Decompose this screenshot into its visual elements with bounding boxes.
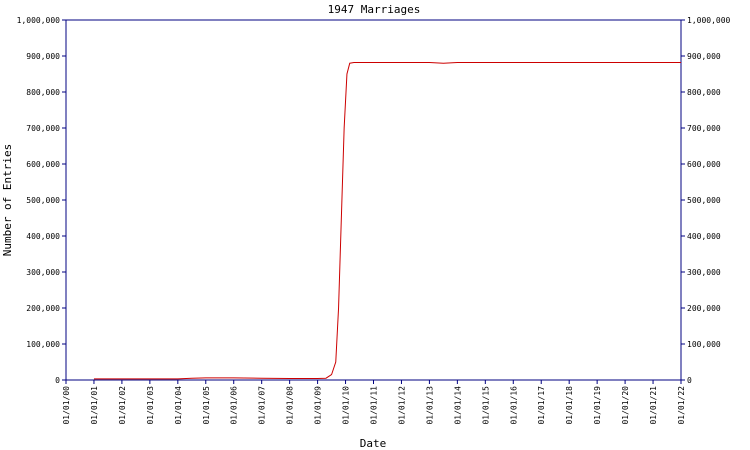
y2-tick-label: 700,000 xyxy=(687,124,721,133)
x-tick-label: 01/01/21 xyxy=(649,386,658,425)
y-tick-label: 1,000,000 xyxy=(17,16,61,25)
y-tick-label: 400,000 xyxy=(26,232,60,241)
x-tick-label: 01/01/16 xyxy=(509,386,518,425)
x-tick-label: 01/01/06 xyxy=(230,386,239,425)
y-tick-label: 700,000 xyxy=(26,124,60,133)
x-tick-label: 01/01/19 xyxy=(593,386,602,425)
y2-tick-label: 0 xyxy=(687,376,692,385)
y-tick-label: 600,000 xyxy=(26,160,60,169)
x-tick-label: 01/01/12 xyxy=(397,386,406,425)
x-tick-label: 01/01/02 xyxy=(118,386,127,425)
y2-tick-label: 600,000 xyxy=(687,160,721,169)
x-tick-label: 01/01/08 xyxy=(286,386,295,425)
y2-tick-label: 200,000 xyxy=(687,304,721,313)
x-tick-label: 01/01/17 xyxy=(537,386,546,425)
x-tick-label: 01/01/11 xyxy=(370,386,379,425)
plot-frame xyxy=(65,19,682,381)
chart-title: 1947 Marriages xyxy=(328,3,421,16)
y-axis-label: Number of Entries xyxy=(1,144,14,257)
y2-tick-label: 1,000,000 xyxy=(687,16,731,25)
x-tick-label: 01/01/04 xyxy=(174,386,183,425)
y-tick-label: 200,000 xyxy=(26,304,60,313)
x-tick-label: 01/01/15 xyxy=(481,386,490,425)
x-tick-label: 01/01/10 xyxy=(342,386,351,425)
data-line xyxy=(93,61,681,380)
y2-tick-label: 900,000 xyxy=(687,52,721,61)
y-tick-label: 800,000 xyxy=(26,88,60,97)
x-tick-label: 01/01/22 xyxy=(677,386,686,425)
x-tick-label: 01/01/03 xyxy=(146,386,155,425)
x-tick-label: 01/01/00 xyxy=(62,386,71,425)
y-tick-label: 300,000 xyxy=(26,268,60,277)
y2-tick-label: 800,000 xyxy=(687,88,721,97)
y2-tick-label: 400,000 xyxy=(687,232,721,241)
x-tick-label: 01/01/05 xyxy=(202,386,211,425)
y-tick-label: 900,000 xyxy=(26,52,60,61)
x-tick-label: 01/01/14 xyxy=(453,386,462,425)
y2-tick-label: 500,000 xyxy=(687,196,721,205)
x-tick-label: 01/01/09 xyxy=(314,386,323,425)
x-tick-label: 01/01/01 xyxy=(90,386,99,425)
x-axis-label: Date xyxy=(360,437,387,450)
x-tick-label: 01/01/13 xyxy=(425,386,434,425)
y-tick-label: 500,000 xyxy=(26,196,60,205)
x-tick-label: 01/01/18 xyxy=(565,386,574,425)
y2-tick-label: 100,000 xyxy=(687,340,721,349)
y2-tick-label: 300,000 xyxy=(687,268,721,277)
y-tick-label: 0 xyxy=(55,376,60,385)
y-tick-label: 100,000 xyxy=(26,340,60,349)
x-tick-label: 01/01/07 xyxy=(258,386,267,425)
x-tick-label: 01/01/20 xyxy=(621,386,630,425)
